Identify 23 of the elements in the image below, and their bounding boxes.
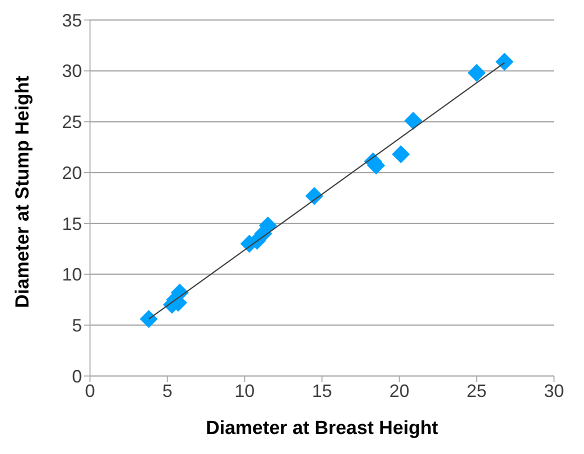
- x-tick-label: 10: [234, 380, 255, 401]
- y-tick-label: 5: [72, 316, 82, 336]
- y-tick-label: 15: [62, 214, 82, 234]
- y-tick-label: 0: [72, 366, 82, 386]
- y-axis-title: Diameter at Stump Height: [12, 75, 34, 308]
- x-tick-label: 25: [466, 380, 487, 401]
- x-tick-label: 5: [162, 380, 172, 401]
- point: [496, 52, 514, 71]
- point: [404, 112, 422, 130]
- x-tick-label: 0: [84, 380, 96, 401]
- y-tick-label: 30: [62, 61, 82, 82]
- point: [305, 186, 324, 205]
- x-tick-label: 30: [544, 380, 564, 401]
- x-tick-label: 15: [312, 380, 332, 401]
- x-tick-label: 20: [389, 380, 410, 401]
- point: [140, 310, 158, 328]
- point: [392, 145, 410, 164]
- y-tick-label: 35: [62, 10, 82, 30]
- y-tick-label: 25: [62, 112, 82, 132]
- point: [468, 64, 486, 82]
- x-axis-title: Diameter at Breast Height: [206, 418, 439, 439]
- y-tick-label: 10: [62, 264, 82, 285]
- y-tick-label: 20: [62, 162, 82, 183]
